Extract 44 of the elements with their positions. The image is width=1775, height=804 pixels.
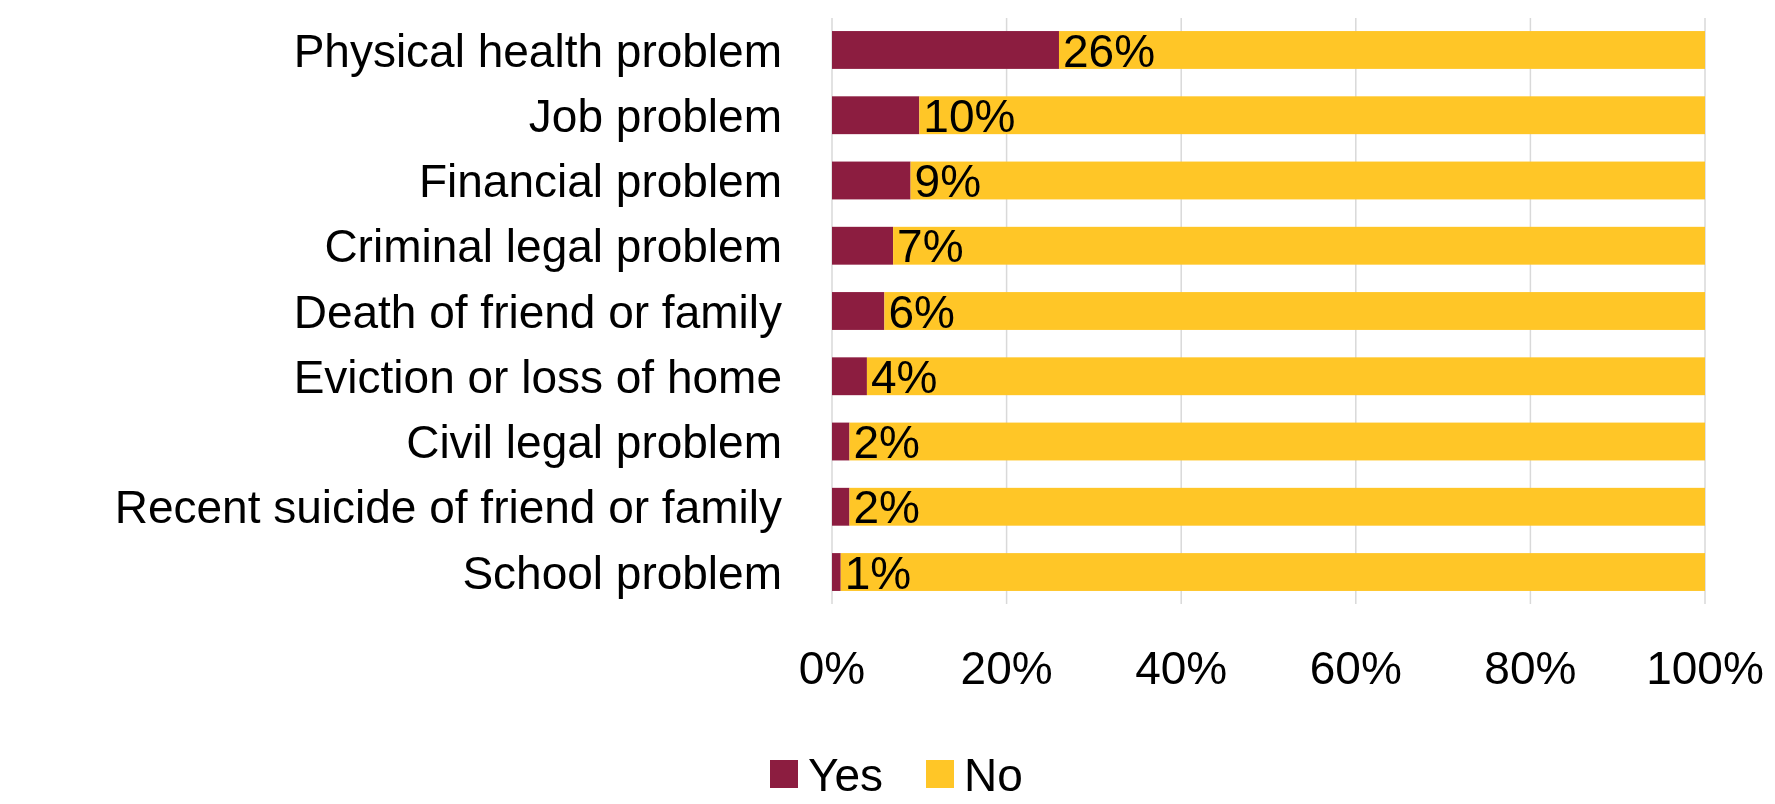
y-tick-label: Death of friend or family [293, 285, 782, 338]
bar [832, 487, 850, 526]
legend-label: No [964, 748, 1023, 801]
bar [832, 161, 911, 200]
data-label: 10% [923, 89, 1016, 142]
bar [832, 422, 850, 461]
bar [840, 553, 1705, 591]
bar [866, 357, 1705, 396]
bar [832, 226, 894, 265]
bar [893, 226, 1705, 265]
bar [832, 553, 841, 591]
bar [910, 161, 1705, 200]
bar [849, 487, 1705, 526]
y-tick-label: Job problem [528, 89, 782, 142]
data-label: 9% [914, 155, 982, 208]
y-tick-label: Eviction or loss of home [293, 350, 782, 403]
x-tick-label: 40% [1135, 642, 1228, 694]
y-tick-label: Physical health problem [293, 24, 782, 77]
bar [832, 31, 1059, 69]
data-label: 2% [853, 481, 920, 534]
data-label: 1% [844, 546, 912, 599]
bar [849, 422, 1705, 461]
y-tick-label: Civil legal problem [406, 416, 782, 469]
bar [1058, 31, 1705, 69]
bar [884, 292, 1705, 330]
x-tick-label: 0% [798, 642, 866, 694]
y-tick-label: Financial problem [418, 155, 782, 208]
data-label: 2% [853, 416, 920, 469]
y-tick-label: Criminal legal problem [324, 220, 782, 273]
bar [832, 96, 920, 135]
x-tick-label: 80% [1484, 642, 1577, 694]
bar [832, 292, 885, 330]
data-label: 26% [1062, 24, 1156, 77]
legend-label: Yes [808, 748, 884, 801]
x-tick-label: 20% [960, 642, 1053, 694]
data-label: 7% [897, 220, 964, 273]
y-tick-label: School problem [462, 546, 782, 599]
data-label: 4% [870, 350, 938, 403]
y-tick-label: Recent suicide of friend or family [114, 481, 782, 534]
bar [919, 96, 1705, 135]
bar [832, 357, 867, 396]
x-tick-label: 60% [1309, 642, 1402, 694]
x-tick-label: 100% [1646, 642, 1764, 694]
data-label: 6% [888, 285, 955, 338]
